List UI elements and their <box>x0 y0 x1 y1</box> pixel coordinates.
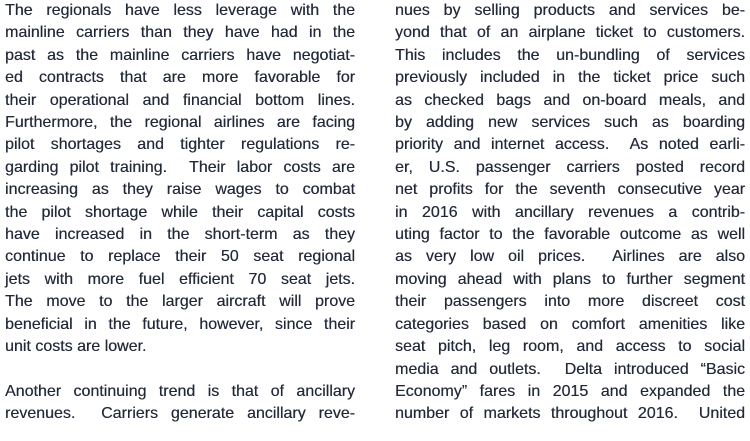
text-line: past as the mainline carriers have negot… <box>5 46 355 64</box>
text-line: The regionals have less leverage with th… <box>5 2 355 19</box>
text-line: previously included in the ticket price … <box>395 69 745 87</box>
text-line: Furthermore, the regional airlines are f… <box>5 114 355 132</box>
text-line: categories based on comfort amenities li… <box>395 315 745 333</box>
text-line: continue to replace their 50 seat region… <box>5 248 355 266</box>
text-column-right: nues by selling products and services be… <box>395 0 745 441</box>
text-line: The move to the larger aircraft will pro… <box>5 293 355 311</box>
text-line: beneficial in the future, however, since… <box>5 315 355 333</box>
text-line: jets with more fuel efficient 70 seat je… <box>5 270 355 288</box>
text-line: This includes the un-bundling of service… <box>395 46 745 64</box>
text-line: unit costs are lower. <box>5 338 147 356</box>
text-line: their passengers into more discreet cost <box>395 293 745 311</box>
text-column-left: The regionals have less leverage with th… <box>5 0 355 441</box>
text-line: mainline carriers than they have had in … <box>5 24 355 42</box>
text-line: have increased in the short-term as they <box>5 226 355 244</box>
text-line: net profits for the seventh consecutive … <box>395 181 745 199</box>
text-line: as very low oil prices. Airlines are als… <box>395 248 745 266</box>
text-line: as checked bags and on-board meals, and <box>395 91 745 109</box>
text-line: ed contracts that are more favorable for <box>5 69 355 87</box>
text-line: garding pilot training. Their labor cost… <box>5 158 355 176</box>
text-line: by adding new services such as boarding <box>395 114 745 132</box>
text-line: priority and internet access. As noted e… <box>395 136 745 154</box>
paragraph: nues by selling products and services be… <box>395 0 745 426</box>
text-line: their operational and financial bottom l… <box>5 91 355 109</box>
text-line: increasing as they raise wages to combat <box>5 181 355 199</box>
text-line: moving ahead with plans to further segme… <box>395 270 745 288</box>
paragraph: Another continuing trend is that of anci… <box>5 381 355 426</box>
text-line: in 2016 with ancillary revenues a contri… <box>395 203 745 221</box>
text-line: uting factor to the favorable outcome as… <box>395 226 745 244</box>
text-line: Another continuing trend is that of anci… <box>5 382 355 400</box>
paragraph: The regionals have less leverage with th… <box>5 0 355 359</box>
text-line: yond that of an airplane ticket to custo… <box>395 24 745 42</box>
text-line: pilot shortages and tighter regulations … <box>5 136 355 154</box>
text-line: number of markets throughout 2016. Unite… <box>395 405 745 423</box>
text-line: er, U.S. passenger carriers posted recor… <box>395 158 745 176</box>
text-line: seat pitch, leg room, and access to soci… <box>395 338 745 356</box>
text-line: nues by selling products and services be… <box>395 2 745 19</box>
text-line: media and outlets. Delta introduced “Bas… <box>395 360 745 378</box>
text-line: revenues. Carriers generate ancillary re… <box>5 405 355 423</box>
text-line: Economy” fares in 2015 and expanded the <box>395 382 745 400</box>
text-line: the pilot shortage while their capital c… <box>5 203 355 221</box>
